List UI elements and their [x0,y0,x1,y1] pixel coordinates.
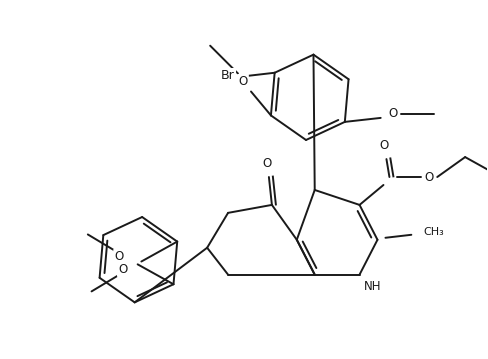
Text: O: O [118,263,127,276]
Text: Br: Br [221,69,235,82]
Text: O: O [425,171,434,183]
Text: O: O [239,75,247,88]
Text: O: O [262,157,271,169]
Text: CH₃: CH₃ [423,227,444,237]
Text: O: O [380,139,389,151]
Text: NH: NH [364,280,381,293]
Text: O: O [115,250,123,263]
Text: O: O [388,107,397,120]
